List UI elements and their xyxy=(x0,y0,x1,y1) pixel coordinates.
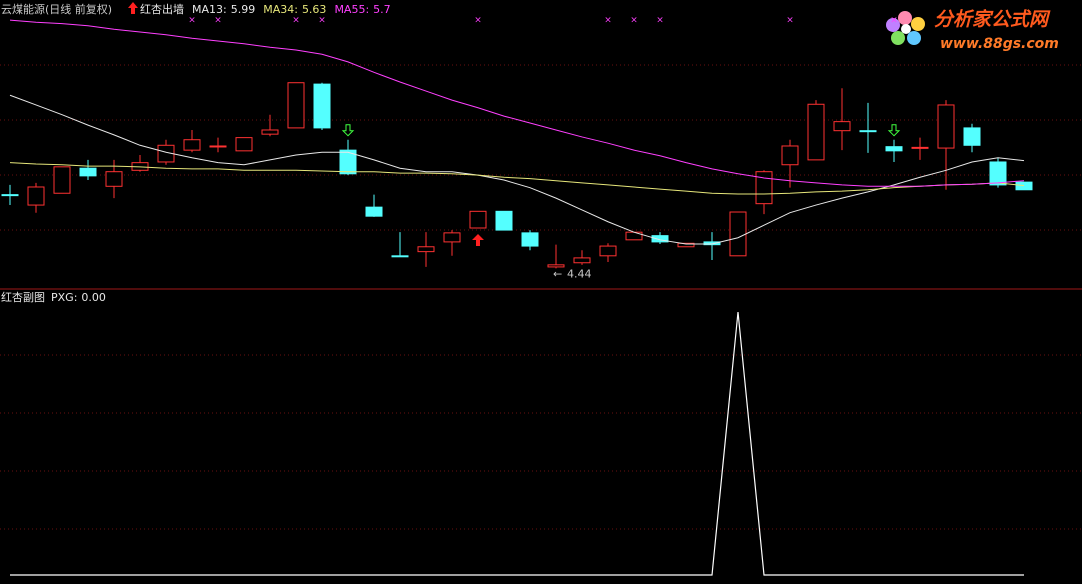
signal-marker: × xyxy=(604,16,612,26)
candle-body xyxy=(27,186,45,206)
candle-body xyxy=(79,167,97,177)
legend-value: 5.99 xyxy=(231,3,256,16)
ma-line xyxy=(9,19,1025,187)
candle-body xyxy=(885,146,903,152)
candle-body xyxy=(287,82,305,129)
candle-body xyxy=(729,211,747,257)
candle-body xyxy=(833,121,851,132)
candle-body xyxy=(417,246,435,253)
candle-body xyxy=(469,210,487,229)
candle-body xyxy=(105,171,123,187)
candle-body xyxy=(521,232,539,247)
logo-petal xyxy=(898,11,912,25)
candle-body xyxy=(781,145,799,166)
logo-petal xyxy=(886,18,900,32)
sell-arrow xyxy=(887,124,901,137)
indicator-name: 红杏出墙 xyxy=(140,2,184,16)
candle-body xyxy=(599,245,617,257)
candle-body xyxy=(963,127,981,146)
signal-marker: × xyxy=(656,16,664,26)
candle-body xyxy=(859,130,877,133)
candle-body xyxy=(937,104,955,149)
indicator-line xyxy=(10,311,1024,576)
signal-marker: × xyxy=(890,16,898,26)
signal-marker: × xyxy=(214,16,222,26)
signal-marker: × xyxy=(318,16,326,26)
candle-body xyxy=(365,206,383,217)
watermark: 分析家公式网 www.88gs.com xyxy=(886,9,1059,52)
low-arrow: ← xyxy=(553,267,562,280)
candle-body xyxy=(261,129,279,135)
watermark-url: www.88gs.com xyxy=(940,36,1059,52)
candle-body xyxy=(339,149,357,175)
candle-body xyxy=(313,83,331,129)
legend-label: MA55: xyxy=(334,3,369,16)
candle-body xyxy=(989,161,1007,186)
signal-marker: × xyxy=(786,16,794,26)
low-label: 4.44 xyxy=(567,267,592,280)
candle-body xyxy=(391,255,409,258)
candle-body xyxy=(573,257,591,264)
logo-petal xyxy=(891,31,905,45)
signal-marker: × xyxy=(188,16,196,26)
legend-label: MA13: xyxy=(192,3,227,16)
candle-body xyxy=(911,146,929,149)
candle-body xyxy=(1,194,19,197)
candle-body xyxy=(183,139,201,151)
logo-petal xyxy=(907,31,921,45)
candle-body xyxy=(53,166,71,194)
candle-body xyxy=(755,171,773,205)
legend-value: 5.63 xyxy=(302,3,327,16)
candle-body xyxy=(677,242,695,248)
signal-marker: × xyxy=(474,16,482,26)
ma-line xyxy=(9,94,1025,245)
candle-body xyxy=(443,232,461,243)
indicator-icon xyxy=(128,2,138,14)
logo-petal xyxy=(911,17,925,31)
legend-label: PXG: xyxy=(51,291,77,304)
candle-body xyxy=(651,235,669,243)
candle-body xyxy=(209,145,227,148)
legend-value: 0.00 xyxy=(81,291,106,304)
candle-body xyxy=(547,264,565,268)
candle-body xyxy=(1015,181,1033,191)
sub-chart-title: 红杏副图 xyxy=(1,291,45,304)
candle-body xyxy=(807,103,825,161)
signal-marker: × xyxy=(630,16,638,26)
sell-arrow xyxy=(341,124,355,137)
chart-title: 云煤能源(日线 前复权) xyxy=(1,2,112,16)
legend-value: 5.7 xyxy=(373,3,391,16)
logo-center xyxy=(901,24,911,34)
buy-arrow xyxy=(472,234,484,246)
ma-line xyxy=(9,162,1025,195)
candle-body xyxy=(495,210,513,231)
legend-label: MA34: xyxy=(263,3,298,16)
candle-body xyxy=(235,137,253,152)
watermark-title: 分析家公式网 xyxy=(934,9,1051,31)
candle-body xyxy=(703,241,721,246)
signal-marker: × xyxy=(292,16,300,26)
